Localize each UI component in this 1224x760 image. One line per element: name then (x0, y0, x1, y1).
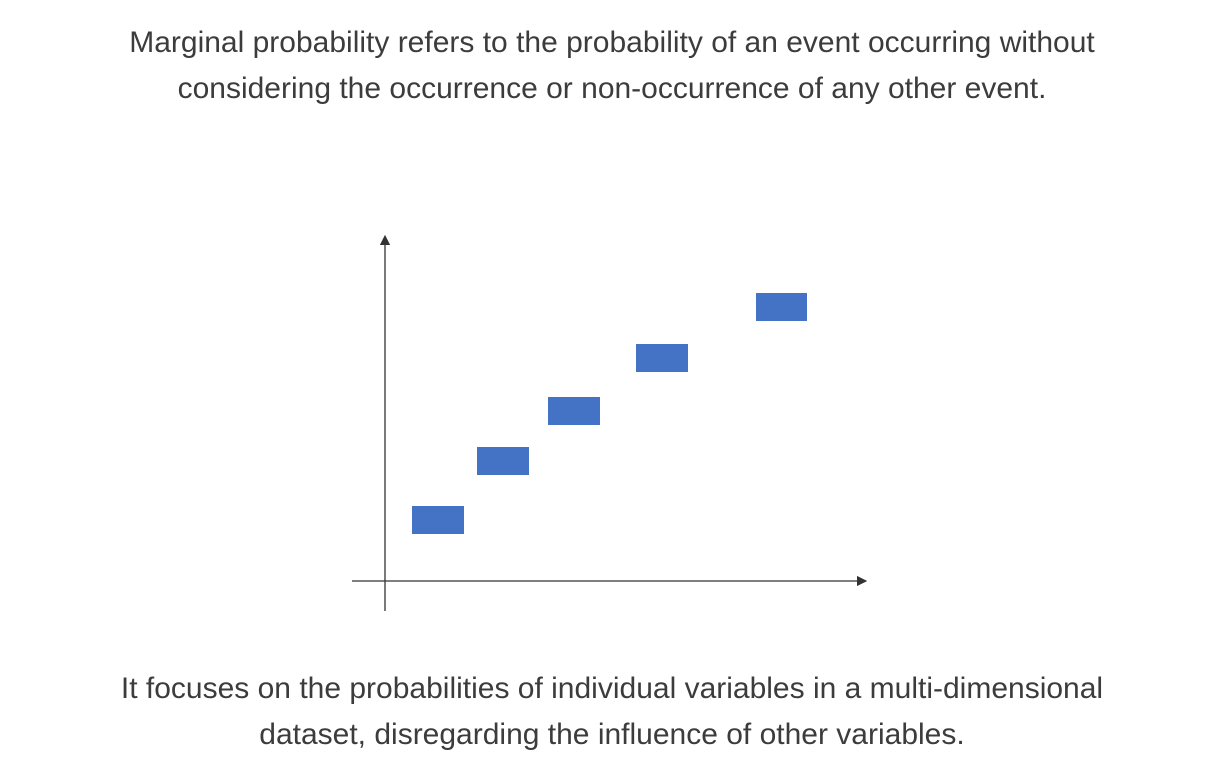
block-3 (548, 397, 600, 425)
bottom-line-2: dataset, disregarding the influence of o… (259, 718, 965, 751)
top-line-2: considering the occurrence or non-occurr… (177, 72, 1047, 105)
block-4 (636, 344, 688, 372)
top-line-1: Marginal probability refers to the proba… (129, 26, 1095, 59)
block-2 (477, 447, 529, 475)
bottom-line-1: It focuses on the probabilities of indiv… (120, 672, 1104, 705)
block-1 (412, 506, 464, 534)
bottom-paragraph: It focuses on the probabilities of indiv… (0, 666, 1224, 758)
top-paragraph: Marginal probability refers to the proba… (0, 20, 1224, 112)
block-5 (756, 293, 807, 321)
